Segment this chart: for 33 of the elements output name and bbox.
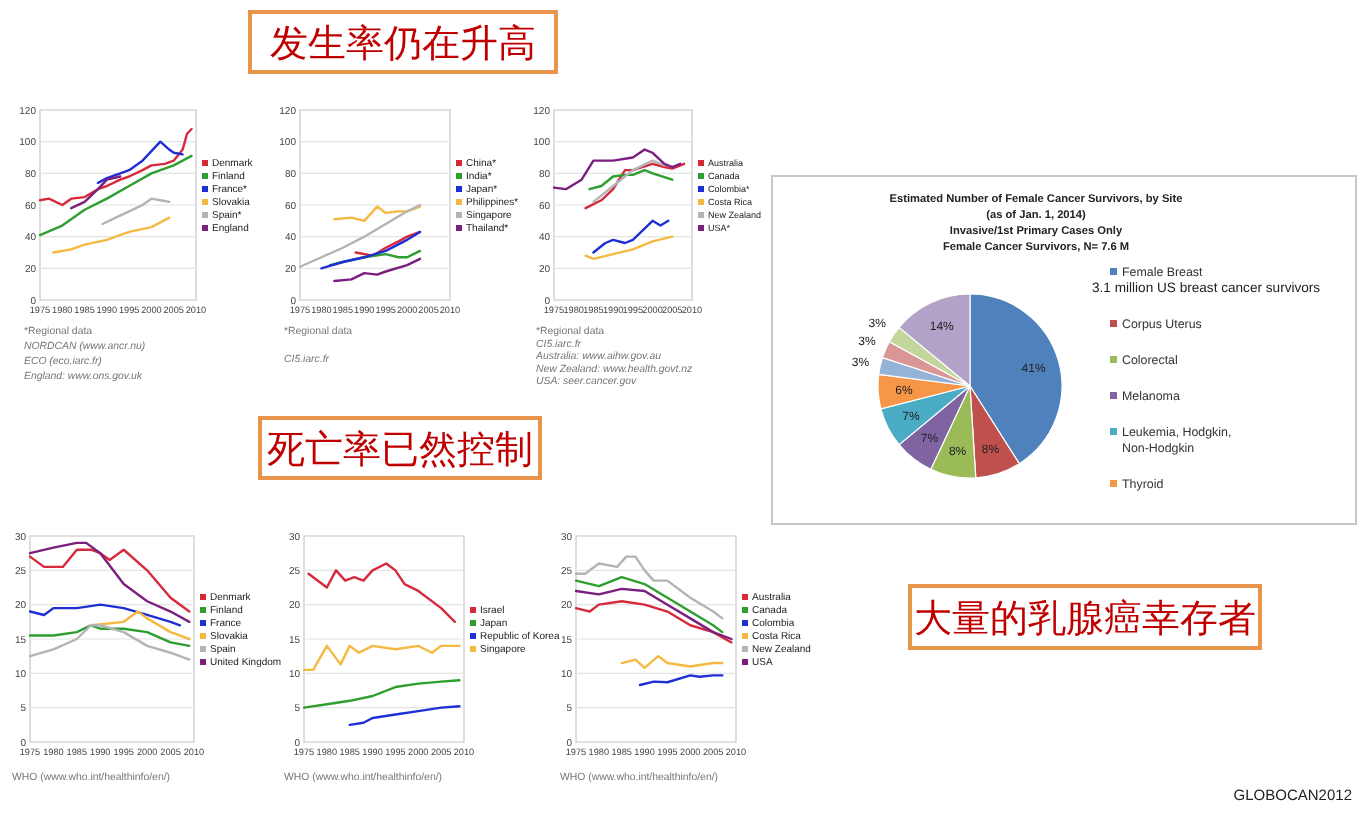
line-series <box>333 205 422 223</box>
line-series <box>588 168 674 191</box>
line-series <box>298 203 422 268</box>
line-series <box>333 257 422 283</box>
line-series <box>592 159 666 204</box>
line-series <box>96 140 184 185</box>
line-series <box>70 175 122 210</box>
line-series <box>28 624 191 661</box>
line-series <box>38 127 193 207</box>
line-series <box>574 555 724 620</box>
line-series <box>28 541 191 624</box>
line-series <box>101 197 171 226</box>
line-series <box>354 230 422 257</box>
line-series <box>584 235 674 261</box>
text: 大量的乳腺癌幸存者 <box>914 597 1256 641</box>
line-series <box>28 624 191 648</box>
line-series <box>28 603 182 627</box>
line-series <box>302 679 461 709</box>
line-series <box>320 230 422 270</box>
line-series <box>584 162 686 210</box>
line-series <box>574 600 733 644</box>
line-series <box>28 548 191 613</box>
line-series <box>574 576 724 634</box>
line-series <box>38 154 193 237</box>
line-series <box>52 216 171 254</box>
line-series <box>592 219 670 254</box>
line-series <box>302 644 461 672</box>
chart-title: 发生率仍在升高 <box>270 22 536 66</box>
line-series <box>574 587 733 641</box>
line-series <box>348 705 461 727</box>
line-series <box>552 148 682 191</box>
chart-title: 死亡率已然控制 <box>267 428 533 472</box>
line-series <box>307 562 457 624</box>
